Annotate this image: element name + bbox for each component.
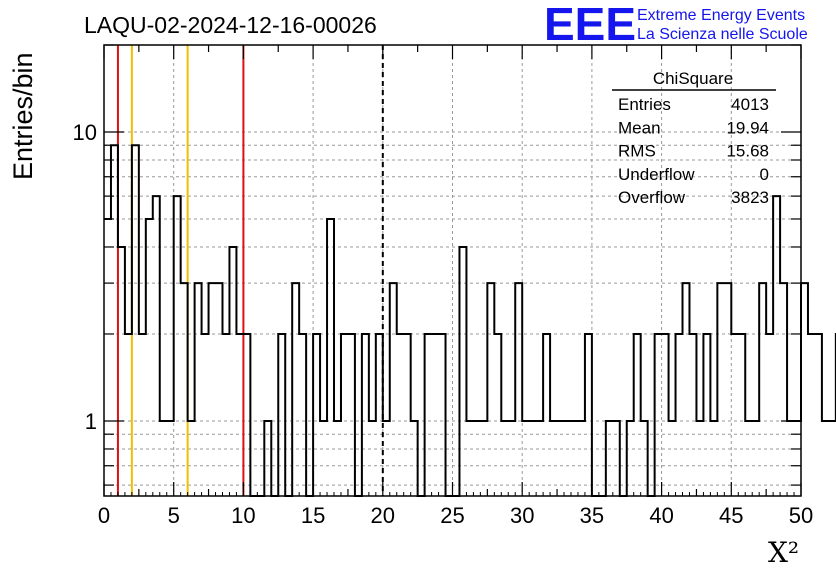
eee-logo: EEE Extreme Energy Events La Scienza nel…	[544, 0, 808, 50]
x-tick-label: 10	[231, 503, 255, 528]
axis-ticks	[103, 44, 802, 496]
logo-line2: La Scienza nelle Scuole	[637, 26, 808, 43]
stat-label: Entries	[618, 95, 671, 114]
x-tick-label: 25	[440, 503, 464, 528]
grid-lines	[104, 44, 801, 496]
stats-box: ChiSquare Entries 4013 Mean 19.94 RMS 15.68 Un…	[612, 69, 776, 207]
x-tick-label: 15	[301, 503, 325, 528]
chart-title: LAQU-02-2024-12-16-00026	[84, 12, 377, 38]
stat-value: 4013	[731, 95, 769, 114]
x-tick-label: 45	[719, 503, 743, 528]
stat-label: Underflow	[618, 165, 695, 184]
x-axis-label: X²	[768, 536, 799, 569]
x-tick-label: 5	[168, 503, 180, 528]
tick-labels: 0 5 10 15 20 25 30 35 40 45 50 1 10	[73, 120, 814, 528]
x-tick-label: 50	[789, 503, 813, 528]
y-tick-label: 1	[85, 409, 97, 434]
stat-label: Mean	[618, 118, 661, 137]
stat-value: 15.68	[726, 142, 769, 161]
stat-value: 0	[760, 165, 769, 184]
stats-box-name: ChiSquare	[653, 69, 733, 88]
x-tick-label: 20	[371, 503, 395, 528]
y-tick-label: 10	[73, 120, 97, 145]
y-axis-label: Entries/bin	[8, 52, 38, 180]
x-tick-label: 35	[580, 503, 604, 528]
logo-line1: Extreme Energy Events	[637, 7, 805, 24]
histogram-series	[104, 144, 836, 497]
logo-mark: EEE	[544, 0, 636, 50]
stat-label: Overflow	[618, 188, 686, 207]
stat-value: 3823	[731, 188, 769, 207]
x-tick-label: 30	[510, 503, 534, 528]
x-tick-label: 0	[98, 503, 110, 528]
stat-label: RMS	[618, 142, 656, 161]
stat-value: 19.94	[726, 118, 769, 137]
x-tick-label: 40	[649, 503, 673, 528]
